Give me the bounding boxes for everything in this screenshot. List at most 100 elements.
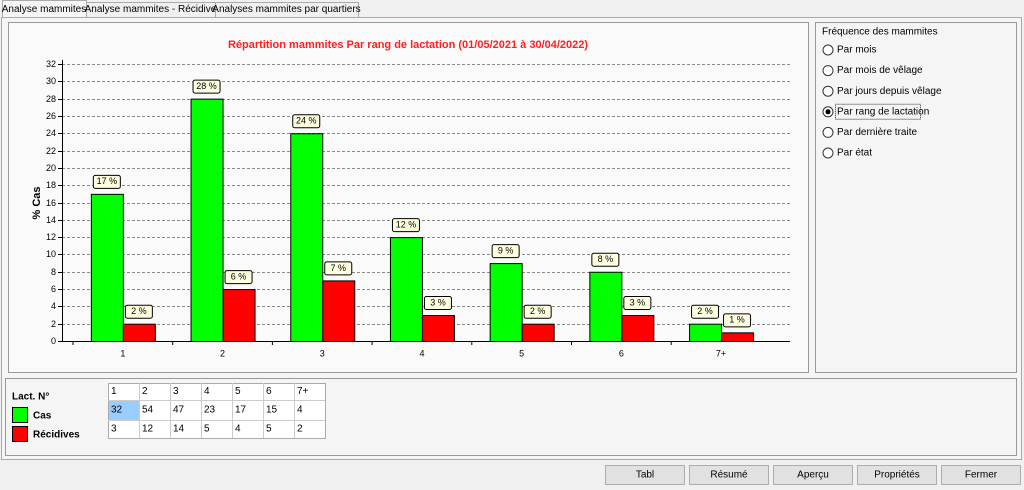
bar: [190, 98, 224, 342]
button[interactable]: [941, 465, 1021, 485]
table-header-cell: 6: [266, 386, 272, 397]
value-label: 8 %: [598, 254, 614, 264]
radio-label[interactable]: Par état: [837, 148, 872, 159]
table-bg: [108, 383, 326, 439]
bar: [90, 193, 124, 342]
tab[interactable]: [215, 2, 359, 18]
x-tick-label: 4: [419, 348, 424, 358]
value-label-box: [591, 252, 620, 267]
button-label[interactable]: Fermer: [965, 470, 998, 481]
value-label: 3 %: [630, 297, 646, 307]
cell-selected: [109, 401, 139, 420]
legend-swatch: [12, 426, 28, 442]
value-label-box: [292, 114, 321, 129]
table-cell: 2: [297, 424, 303, 435]
radio[interactable]: [822, 147, 834, 159]
value-label-box: [723, 313, 752, 328]
bar: [122, 323, 156, 342]
y-tick-label: 10: [46, 249, 56, 259]
bar: [621, 315, 655, 342]
y-tick-label: 18: [46, 180, 56, 190]
value-label: 2 %: [530, 306, 546, 316]
y-tick-label: 30: [46, 76, 56, 86]
value-label: 2 %: [697, 306, 713, 316]
bar: [322, 280, 356, 342]
y-tick-label: 8: [51, 267, 56, 277]
y-axis-label: % Cas: [31, 186, 43, 219]
table-cell: 14: [173, 424, 185, 435]
tab-label[interactable]: Analyse mammites: [2, 4, 86, 15]
bar: [389, 237, 423, 342]
legend-label: Cas: [33, 411, 52, 422]
radio[interactable]: [822, 44, 834, 56]
value-label: 9 %: [498, 245, 514, 255]
button[interactable]: [605, 465, 685, 485]
value-label: 24 %: [296, 116, 317, 126]
radio-dot[interactable]: [825, 109, 831, 115]
radio-label[interactable]: Par rang de lactation: [837, 106, 929, 117]
table-cell: 47: [173, 405, 185, 416]
y-tick-label: 4: [51, 301, 56, 311]
legend-swatch: [12, 407, 28, 423]
radio[interactable]: [822, 126, 834, 138]
button-label[interactable]: Résumé: [710, 470, 748, 481]
table-header-cell: 1: [111, 386, 117, 397]
value-label-box: [92, 174, 121, 189]
button[interactable]: [689, 465, 769, 485]
bar: [290, 133, 324, 342]
value-label: 28 %: [196, 81, 217, 91]
button[interactable]: [857, 465, 937, 485]
radio-label[interactable]: Par jours depuis vêlage: [837, 86, 942, 97]
x-tick-label: 3: [320, 348, 325, 358]
tab-label[interactable]: Analyses mammites par quartiers: [212, 4, 360, 15]
table-header-cell: 4: [204, 386, 210, 397]
value-label: 12 %: [396, 220, 417, 230]
table-cell: 54: [142, 405, 154, 416]
table-cell: 23: [204, 405, 216, 416]
y-tick-label: 2: [51, 319, 56, 329]
value-label: 2 %: [131, 306, 147, 316]
chart-title: Répartition mammites Par rang de lactati…: [228, 39, 588, 51]
button-label[interactable]: Tabl: [636, 470, 654, 481]
radio[interactable]: [822, 85, 834, 97]
radio-label[interactable]: Par dernière traite: [837, 127, 917, 138]
table-cell: 5: [204, 424, 210, 435]
table-cell: 3: [111, 424, 117, 435]
radio[interactable]: [822, 65, 834, 77]
table-cell: 32: [111, 405, 123, 416]
table-cell: 12: [142, 424, 154, 435]
y-tick-label: 28: [46, 94, 56, 104]
table-header-cell: 3: [173, 386, 179, 397]
value-label: 3 %: [430, 297, 446, 307]
y-tick-label: 12: [46, 232, 56, 242]
radio-label[interactable]: Par mois: [837, 45, 876, 56]
value-label-box: [623, 296, 652, 311]
button-label[interactable]: Aperçu: [797, 470, 829, 481]
value-label-box: [491, 244, 520, 259]
value-label-box: [523, 304, 552, 319]
value-label-box: [324, 261, 353, 276]
table-header-cell: 7+: [297, 386, 309, 397]
x-tick-label: 5: [519, 348, 524, 358]
radio-label[interactable]: Par mois de vêlage: [837, 65, 923, 76]
x-tick-label: 1: [120, 348, 125, 358]
button[interactable]: [773, 465, 853, 485]
value-label-box: [124, 304, 153, 319]
value-label: 7 %: [330, 263, 346, 273]
value-label: 1 %: [729, 315, 745, 325]
button-label[interactable]: Propriétés: [874, 470, 920, 481]
value-label: 17 %: [97, 176, 118, 186]
x-tick-label: 2: [220, 348, 225, 358]
table-header-cell: 5: [235, 386, 241, 397]
bar: [721, 332, 755, 342]
legend-label: Récidives: [33, 430, 80, 441]
bar: [589, 271, 623, 342]
value-label-box: [391, 218, 420, 233]
table-cell: 5: [266, 424, 272, 435]
x-tick-label: 7+: [716, 348, 726, 358]
table-header-cell: 2: [142, 386, 148, 397]
bar: [489, 263, 523, 342]
tab-label[interactable]: Analyse mammites - Récidive: [85, 4, 217, 15]
y-tick-label: 22: [46, 146, 56, 156]
bar: [521, 323, 555, 342]
